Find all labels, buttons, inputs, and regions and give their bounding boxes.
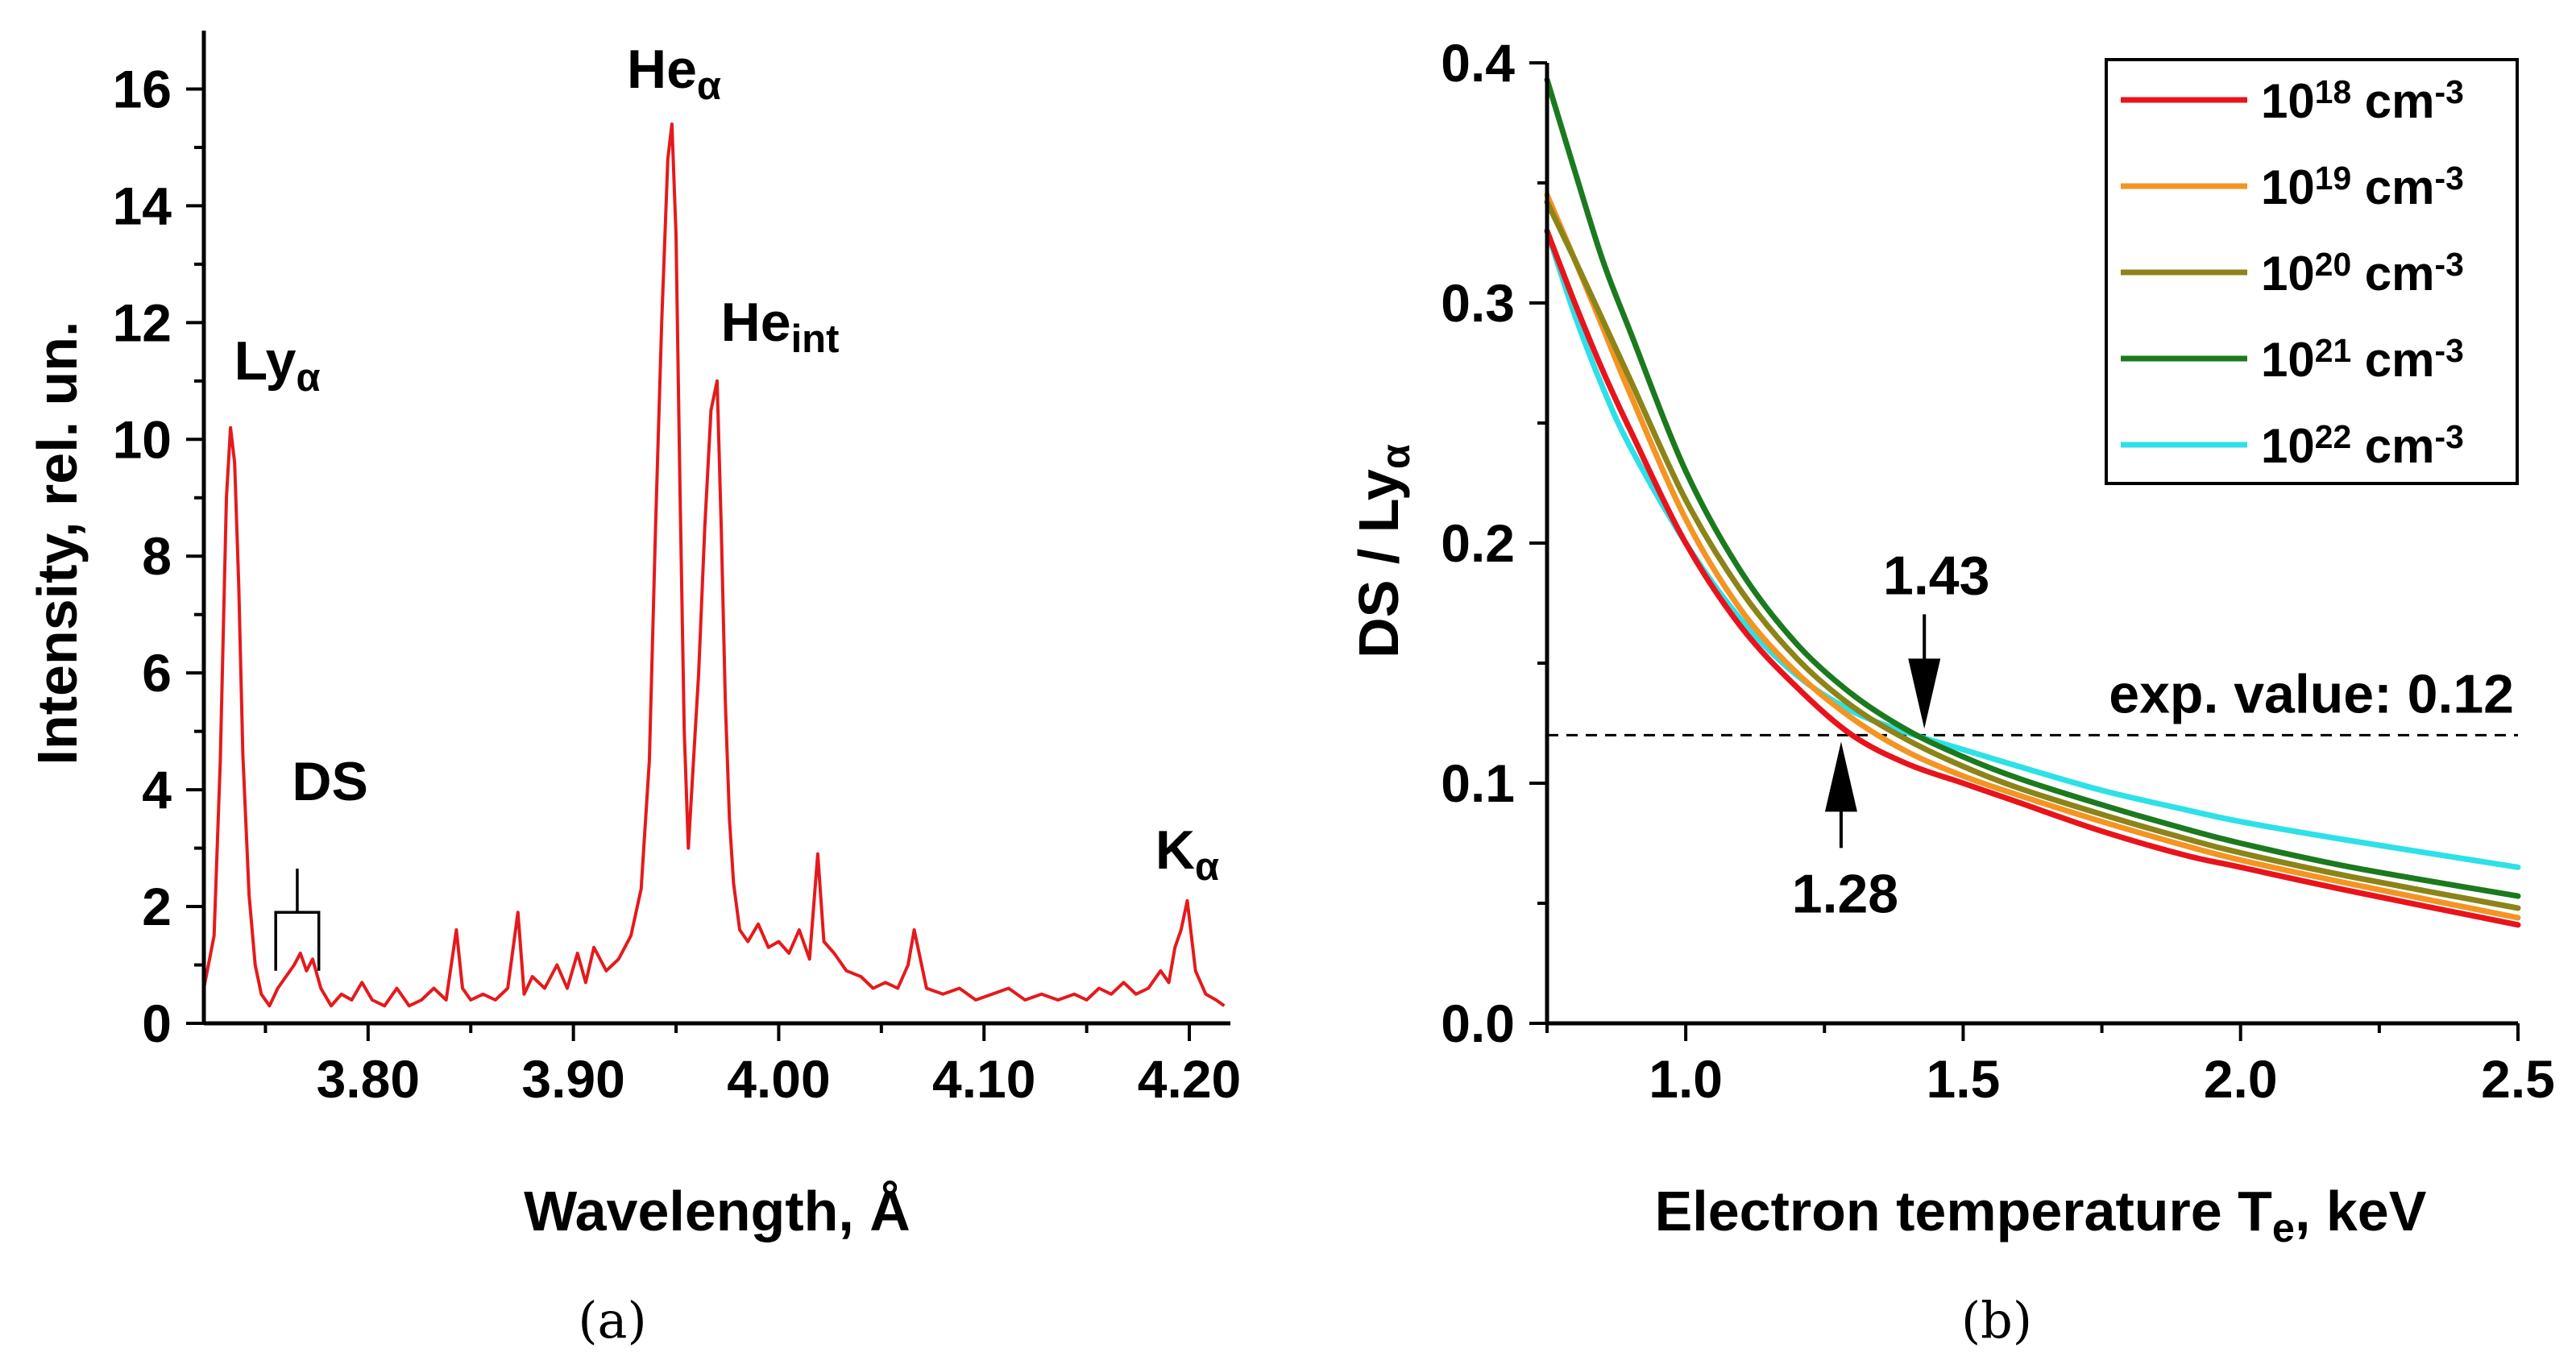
reference-label: exp. value: 0.12 <box>2109 663 2514 724</box>
peak-label-1: Heα <box>627 39 721 108</box>
y-tick-label: 0.0 <box>1441 994 1515 1053</box>
peak-label-0: Lyα <box>234 330 321 400</box>
series-line-1e20 <box>1544 199 2521 911</box>
y-tick-label: 0.4 <box>1441 33 1515 93</box>
x-tick-label: 2.0 <box>2204 1049 2278 1109</box>
legend: 1018 cm-3 1019 cm-3 1020 cm-3 1021 cm-3 1022… <box>2105 58 2519 485</box>
spectrum-ticks: 3.80 3.90 4.00 4.10 4.20 0 2 4 6 8 10 12 14 16 <box>113 59 1242 1109</box>
marker-label-1.43: 1.43 <box>1883 545 1989 606</box>
y-tick-label: 2 <box>142 877 172 936</box>
ratio-annotations: exp. value: 0.12 1.28 1.43 <box>1792 545 2514 924</box>
series-line-1e21 <box>1544 77 2521 899</box>
ratio-axes <box>1545 63 2518 1026</box>
spectrum-y-axis-title: Intensity, rel. un. <box>26 321 89 765</box>
marker-arrow-up <box>1824 741 1857 812</box>
y-tick-label: 4 <box>142 760 172 819</box>
y-tick-label: 0.1 <box>1441 753 1515 813</box>
legend-label-1e20: 1020 cm-3 <box>2261 246 2464 301</box>
ratio-x-axis-title: Electron temperature Te, keV <box>1655 1180 2427 1251</box>
x-tick-label: 4.20 <box>1138 1049 1241 1109</box>
legend-label-1e18: 1018 cm-3 <box>2261 73 2464 128</box>
legend-label-1e21: 1021 cm-3 <box>2261 332 2464 387</box>
legend-box <box>2105 58 2519 485</box>
y-tick-label: 0 <box>142 994 172 1053</box>
x-tick-label: 1.5 <box>1927 1049 2001 1109</box>
spectrum-panel: 3.80 3.90 4.00 4.10 4.20 0 2 4 6 8 10 12 14 16 Lyα Heα… <box>26 31 1241 1350</box>
y-tick-label: 0.2 <box>1441 513 1515 573</box>
y-tick-label: 16 <box>113 59 172 118</box>
spectrum-axes <box>201 31 1230 1026</box>
panel-label-b: (b) <box>1961 1291 2032 1350</box>
ratio-panel: 1.0 1.5 2.0 2.5 0.0 0.1 0.2 0.3 0.4 exp. value: … <box>1347 33 2555 1350</box>
y-tick-label: 14 <box>113 176 172 235</box>
panel-label-a: (a) <box>578 1291 646 1350</box>
x-tick-label: 3.80 <box>317 1049 420 1109</box>
y-tick-label: 6 <box>142 643 172 703</box>
spectrum-annotations: Lyα Heα Heint DS Kα <box>234 39 1219 971</box>
legend-label-1e22: 1022 cm-3 <box>2261 418 2464 473</box>
spectrum-plot-content <box>202 122 1226 1008</box>
y-tick-label: 10 <box>113 409 172 469</box>
x-tick-label: 4.00 <box>727 1049 830 1109</box>
series-line-1e18 <box>1544 228 2521 928</box>
series-line-1e19 <box>1544 192 2521 921</box>
y-tick-label: 0.3 <box>1441 273 1515 333</box>
ratio-y-axis-title: DS / Lyα <box>1347 444 1418 658</box>
marker-arrow-down <box>1908 658 1941 729</box>
peak-label-2: Heint <box>721 292 840 361</box>
x-tick-label: 1.0 <box>1649 1049 1723 1109</box>
ratio-ticks: 1.0 1.5 2.0 2.5 0.0 0.1 0.2 0.3 0.4 <box>1441 33 2555 1109</box>
legend-label-1e19: 1019 cm-3 <box>2261 160 2464 214</box>
y-tick-label: 12 <box>113 292 172 352</box>
x-tick-label: 3.90 <box>521 1049 624 1109</box>
x-tick-label: 4.10 <box>932 1049 1035 1109</box>
peak-label-4: Kα <box>1155 819 1219 889</box>
spectrum-x-axis-title: Wavelength, Å <box>524 1180 911 1242</box>
spectrum-line <box>202 122 1226 1008</box>
y-tick-label: 8 <box>142 526 172 586</box>
peak-label-3: DS <box>292 751 367 812</box>
x-tick-label: 2.5 <box>2481 1049 2555 1109</box>
marker-label-1.28: 1.28 <box>1792 863 1898 924</box>
ds-bracket <box>274 911 321 971</box>
ratio-plot-content <box>1544 77 2521 928</box>
